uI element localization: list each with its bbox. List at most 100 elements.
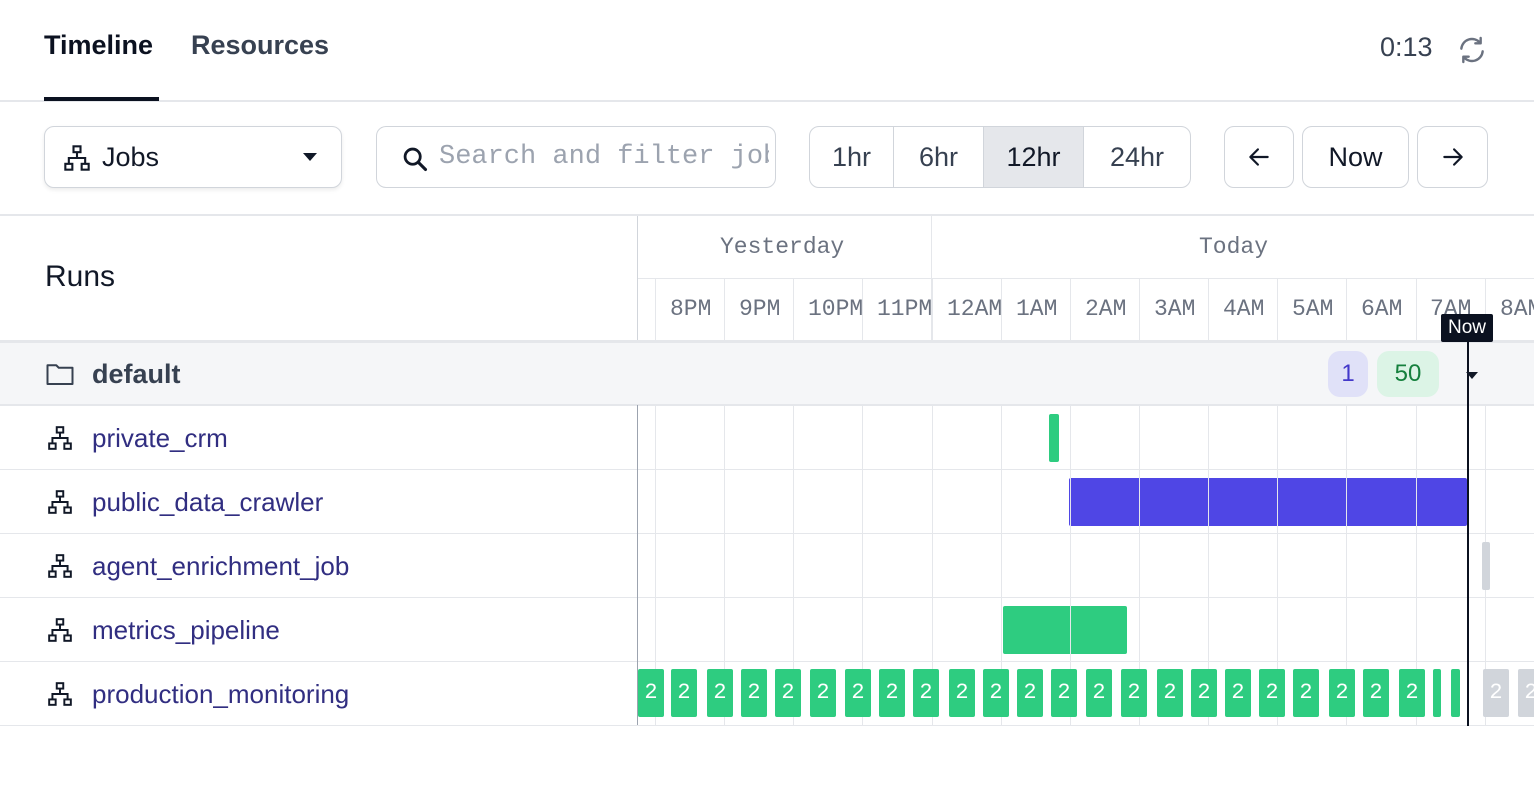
run-bar-metrics-pipeline[interactable] [1003,606,1127,654]
hour-label: 3AM [1154,296,1196,322]
run-chip-production-monitoring[interactable]: 2 [1191,669,1217,717]
folder-icon [46,364,74,385]
job-row-private-crm: private_crm [0,406,1534,470]
now-indicator-label: Now [1441,314,1493,342]
range-6hr-button[interactable]: 6hr [894,127,984,187]
search-icon [403,147,428,172]
range-1hr-button[interactable]: 1hr [810,127,894,187]
timeline-header: Yesterday Today 8PM 9PM 10PM 11PM 12AM 1AM 2AM… [637,216,1534,342]
run-bar-private-crm[interactable] [1049,414,1059,462]
job-link[interactable]: public_data_crawler [92,487,324,517]
job-row-public-data-crawler: public_data_crawler [0,470,1534,534]
hour-tick [1070,279,1071,342]
job-icon [48,618,72,642]
now-button[interactable]: Now [1302,126,1409,188]
run-chip-production-monitoring[interactable]: 2 [1363,669,1389,717]
scheduled-run-chip[interactable]: 2 [1483,669,1509,717]
run-chip-production-monitoring[interactable]: 2 [949,669,975,717]
success-count-badge: 50 [1377,351,1439,397]
range-12hr-button[interactable]: 12hr [984,127,1084,187]
scheduled-run-chip[interactable]: 2 [1518,669,1534,717]
hour-label: 1AM [1016,296,1058,322]
day-label-today: Today [1199,234,1269,260]
hour-label: 4AM [1223,296,1265,322]
tab-timeline[interactable]: Timeline [44,30,154,60]
arrow-left-icon [1249,148,1269,166]
run-chip-production-monitoring[interactable]: 2 [638,669,664,717]
hour-tick [1001,279,1002,342]
run-chip-production-monitoring[interactable]: 2 [1086,669,1112,717]
grid-line [1070,405,1071,725]
run-chip-production-monitoring[interactable]: 2 [707,669,733,717]
hour-label: 8AM [1500,296,1534,322]
day-divider [931,216,932,342]
job-icon [48,426,72,450]
hour-label: 9PM [739,296,781,322]
search-input[interactable] [439,135,769,179]
grid-line [862,405,863,725]
job-row-production-monitoring: production_monitoring [0,662,1534,726]
header-divider [638,278,1534,279]
view-select[interactable]: Jobs [44,126,342,188]
hour-tick [724,279,725,342]
run-chip-production-monitoring[interactable]: 2 [1121,669,1147,717]
run-chip-production-monitoring[interactable]: 2 [1259,669,1285,717]
job-link[interactable]: private_crm [92,423,228,453]
run-chip-production-monitoring[interactable] [1433,669,1441,717]
job-link[interactable]: metrics_pipeline [92,615,280,645]
tab-bar: Timeline Resources 0:13 [0,0,1534,102]
run-chip-production-monitoring[interactable]: 2 [879,669,905,717]
group-row-default[interactable]: default 1 50 [0,343,1534,406]
job-link[interactable]: agent_enrichment_job [92,551,350,581]
run-bar-public-data-crawler[interactable] [1069,478,1467,526]
run-chip-production-monitoring[interactable]: 2 [983,669,1009,717]
grid-line [655,405,656,725]
run-chip-production-monitoring[interactable]: 2 [671,669,697,717]
hour-label: 5AM [1292,296,1334,322]
grid-line [1001,405,1002,725]
run-chip-production-monitoring[interactable] [1451,669,1460,717]
job-icon [48,490,72,514]
run-chip-production-monitoring[interactable]: 2 [1225,669,1251,717]
grid-line [1139,405,1140,725]
hour-label: 11PM [877,296,933,322]
grid-line [1416,405,1417,725]
run-chip-production-monitoring[interactable]: 2 [1293,669,1319,717]
running-count-badge: 1 [1328,351,1368,397]
chevron-down-icon [303,153,317,161]
search-box[interactable] [376,126,776,188]
day-label-yesterday: Yesterday [720,234,845,260]
hour-tick [1277,279,1278,342]
run-chip-production-monitoring[interactable]: 2 [1017,669,1043,717]
refresh-timer: 0:13 [1380,32,1433,62]
grid-line [1346,405,1347,725]
run-chip-production-monitoring[interactable]: 2 [913,669,939,717]
job-icon [48,554,72,578]
run-chip-production-monitoring[interactable]: 2 [741,669,767,717]
hour-tick [862,279,863,342]
tab-resources[interactable]: Resources [191,30,330,60]
scheduled-run-agent-enrichment-job[interactable] [1482,542,1490,590]
view-select-label: Jobs [102,142,160,172]
timeline-grid: 2222222222222222222222222 [637,405,1534,725]
run-chip-production-monitoring[interactable]: 2 [1399,669,1425,717]
run-chip-production-monitoring[interactable]: 2 [775,669,801,717]
next-button[interactable] [1417,126,1488,188]
hour-tick [932,279,933,342]
previous-button[interactable] [1224,126,1294,188]
run-chip-production-monitoring[interactable]: 2 [1051,669,1077,717]
run-chip-production-monitoring[interactable]: 2 [845,669,871,717]
run-chip-production-monitoring[interactable]: 2 [1157,669,1183,717]
job-row-metrics-pipeline: metrics_pipeline [0,598,1534,662]
run-chip-production-monitoring[interactable]: 2 [1329,669,1355,717]
hour-label: 2AM [1085,296,1127,322]
hour-tick [655,279,656,342]
chevron-down-icon[interactable] [1466,372,1478,379]
grid-line [1277,405,1278,725]
refresh-icon[interactable] [1456,34,1488,66]
job-link[interactable]: production_monitoring [92,679,350,709]
hour-tick [1416,279,1417,342]
hour-label: 8PM [670,296,712,322]
run-chip-production-monitoring[interactable]: 2 [810,669,836,717]
range-24hr-button[interactable]: 24hr [1109,142,1165,172]
